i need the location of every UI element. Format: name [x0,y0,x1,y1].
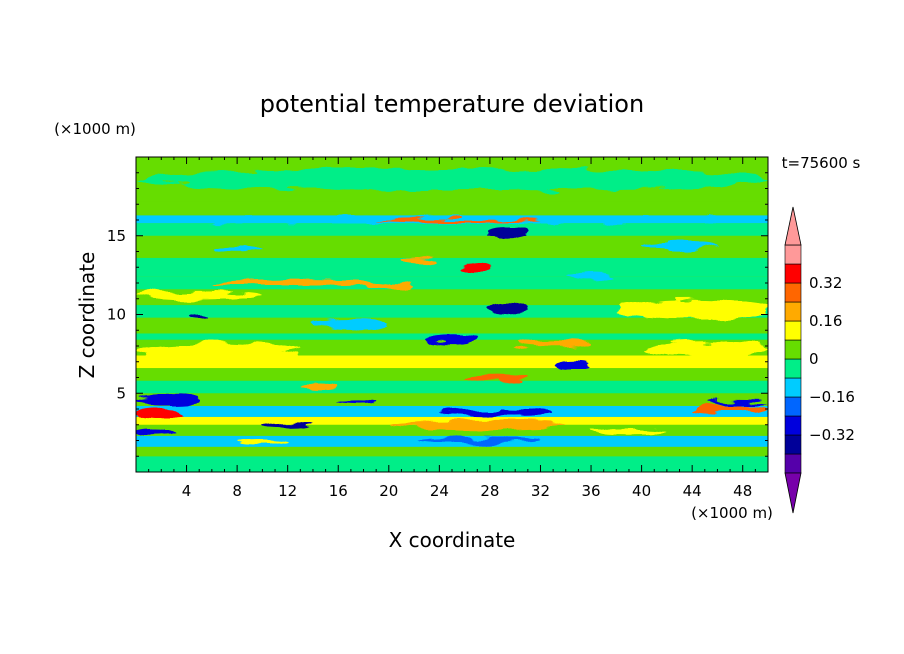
field-patch [338,400,377,406]
field-patch [616,300,768,320]
field-band [136,456,768,472]
field-patch [136,409,187,421]
colorbar-tick-label: 0.32 [809,274,842,292]
field-patch [515,338,592,347]
y-axis-title: Z coordinate [75,252,99,379]
x-tick-label: 20 [379,482,398,500]
field-band [136,416,768,425]
x-tick-label: 8 [232,482,242,500]
field-patch [641,241,718,250]
x-tick-label: 44 [683,482,702,500]
field-patch [300,383,339,391]
colorbar-segment [784,244,802,265]
colorbar-segment [784,377,802,398]
field-band [136,257,768,277]
field-blobs [136,168,768,444]
field-patch [237,437,288,444]
field-patch [136,395,200,404]
field-patch [388,420,566,429]
field-band [136,393,768,406]
colorbar-segment [784,339,802,360]
field-patch [641,341,768,358]
field-band [136,368,768,381]
field-band [136,235,768,258]
colorbar-segment [784,358,802,379]
y-axis-ticks: 5 10 15 [107,172,768,457]
y-tick-label: 10 [107,306,126,324]
field-patch [186,314,212,321]
colorbar-under-triangle [784,472,802,514]
field-band [136,380,768,394]
field-patch [211,279,389,287]
field-patch [211,244,263,253]
colorbar-segment [784,415,802,436]
colorbar-segment [784,320,802,341]
x-tick-label: 28 [480,482,499,500]
x-tick-label: 16 [329,482,348,500]
field-patch [489,301,528,316]
x-tick-label: 36 [581,482,600,500]
field-band [136,446,768,457]
colorbar: −0.32 −0.16 0 0.16 0.32 [784,206,855,514]
colorbar-segment [784,453,802,474]
field-patch [565,271,617,282]
y-tick-label: 15 [107,227,126,245]
x-tick-label: 40 [632,482,651,500]
colorbar-over-triangle [784,206,802,246]
field-patch [136,168,768,191]
contour-field [136,157,768,472]
x-tick-label: 24 [430,482,449,500]
field-patch [414,437,541,444]
field-band [136,289,768,306]
colorbar-segment [784,301,802,322]
field-patch [136,427,174,435]
colorbar-segment [784,396,802,417]
colorbar-tick-label: −0.16 [809,388,855,406]
field-patch [489,229,528,236]
x-axis-ticks: 4 8 12 16 20 24 28 32 36 40 44 48 [148,157,756,500]
field-patch [426,335,478,344]
colorbar-segment [784,263,802,284]
field-patch [692,405,768,413]
colorbar-tick-label: 0.16 [809,312,842,330]
time-label: t=75600 s [782,154,861,172]
colorbar-tick-label: −0.32 [809,426,855,444]
chart-title: potential temperature deviation [260,90,644,118]
x-tick-label: 4 [182,482,192,500]
field-patch [439,409,554,416]
field-patch [464,373,528,382]
field-patch [553,361,592,369]
field-patch [262,421,313,428]
y-tick-label: 5 [116,384,126,402]
field-patch [136,342,301,363]
x-tick-label: 32 [531,482,550,500]
field-patch [376,218,541,222]
field-patch [312,320,389,328]
field-band [136,223,768,236]
x-tick-label: 48 [733,482,752,500]
field-band [136,424,768,436]
x-tick-label: 12 [278,482,297,500]
colorbar-segment [784,282,802,303]
y-unit-label: (×1000 m) [54,120,136,138]
field-patch [591,427,667,435]
field-patch [464,262,490,272]
field-patch [704,400,768,406]
field-band [136,305,768,318]
colorbar-segment [784,434,802,455]
x-unit-label: (×1000 m) [691,504,773,522]
field-band [136,317,768,334]
field-patch [401,257,440,265]
field-band [136,201,768,216]
field-patch [363,283,415,290]
x-axis-title: X coordinate [389,528,516,552]
field-patch [136,290,263,301]
colorbar-tick-label: 0 [809,350,819,368]
field-band [136,355,768,369]
